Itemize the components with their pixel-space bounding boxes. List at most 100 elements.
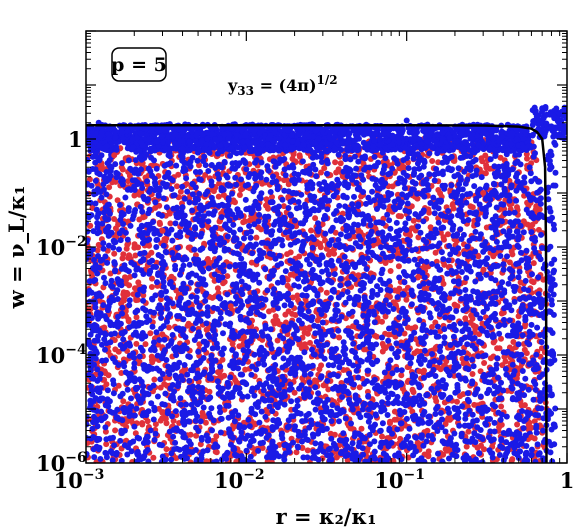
series-blue-point <box>438 211 444 218</box>
series-blue-point <box>493 238 500 245</box>
series-blue-point <box>298 320 305 327</box>
series-blue-point <box>151 157 157 164</box>
series-red-point <box>132 285 138 292</box>
series-blue-point <box>143 313 150 320</box>
series-red-point <box>233 379 240 386</box>
series-blue-point <box>475 433 481 440</box>
series-blue-point <box>532 175 539 182</box>
series-red-point <box>202 419 209 426</box>
series-blue-point <box>342 345 349 352</box>
series-blue-point <box>432 373 439 379</box>
series-red-point <box>414 348 421 355</box>
series-red-point <box>468 312 475 319</box>
series-blue-point <box>98 194 105 201</box>
series-blue-point <box>94 230 101 237</box>
series-blue-point <box>323 197 330 204</box>
series-blue-point <box>457 320 464 327</box>
series-red-point <box>497 154 504 161</box>
series-blue-point <box>162 390 169 397</box>
series-blue-point <box>156 337 163 343</box>
series-blue-point <box>208 405 215 412</box>
series-red-point <box>387 418 393 425</box>
series-blue-point <box>492 403 499 410</box>
series-blue-point <box>500 266 507 273</box>
series-blue-point <box>193 298 200 305</box>
series-blue-point <box>312 166 319 173</box>
series-blue-point <box>432 411 439 417</box>
series-blue-point <box>378 244 384 251</box>
series-red-point <box>530 260 537 267</box>
series-blue-point <box>456 207 463 213</box>
series-blue-point <box>256 419 263 426</box>
series-blue-point <box>159 401 166 408</box>
series-blue-point <box>370 237 377 244</box>
series-blue-point <box>295 199 302 205</box>
series-blue-point <box>306 284 313 291</box>
series-red-point <box>119 166 126 173</box>
series-blue-point <box>427 200 434 206</box>
series-blue-point <box>500 261 507 268</box>
series-blue-point <box>509 361 516 368</box>
series-red-point <box>454 398 460 405</box>
series-red-point <box>124 291 131 298</box>
series-red-point <box>94 247 101 254</box>
series-blue-point <box>538 231 544 238</box>
series-blue-point <box>249 250 256 257</box>
series-blue-point <box>279 196 286 203</box>
series-red-point <box>163 420 170 427</box>
series-blue-point <box>230 288 237 294</box>
series-red-point <box>379 348 386 355</box>
series-blue-point <box>382 297 389 304</box>
series-red-point <box>524 221 531 228</box>
series-blue-point <box>416 317 423 324</box>
series-blue-point <box>547 243 554 250</box>
series-blue-point <box>393 340 400 347</box>
series-red-point <box>95 241 102 248</box>
series-blue-point <box>512 284 519 290</box>
series-blue-point <box>132 207 139 213</box>
series-blue-point <box>187 279 194 286</box>
series-blue-point <box>398 420 405 427</box>
series-red-point <box>318 362 325 369</box>
series-blue-point <box>366 441 373 448</box>
series-blue-point <box>457 226 464 233</box>
series-blue-point <box>306 379 313 386</box>
series-red-point <box>132 252 139 259</box>
series-blue-point <box>430 194 437 201</box>
series-blue-point <box>299 158 306 165</box>
series-blue-point <box>91 454 98 461</box>
series-blue-point <box>404 200 411 207</box>
series-blue-point <box>261 361 268 368</box>
series-blue-point <box>319 268 325 275</box>
series-red-point <box>284 251 291 258</box>
series-blue-point <box>504 332 511 339</box>
series-blue-point <box>355 374 362 381</box>
series-red-point <box>521 346 528 353</box>
series-blue-point <box>394 294 401 300</box>
series-red-point <box>133 297 140 304</box>
series-blue-point <box>217 315 224 322</box>
series-blue-point <box>367 222 374 229</box>
series-blue-point <box>92 200 99 207</box>
series-blue-point <box>337 282 344 289</box>
series-blue-point <box>515 260 522 267</box>
series-blue-point <box>496 452 503 458</box>
series-blue-point <box>515 236 522 243</box>
series-blue-point <box>218 214 225 221</box>
series-blue-point <box>259 396 266 402</box>
series-blue-point <box>421 347 428 354</box>
series-red-point <box>215 193 222 200</box>
series-blue-point <box>241 235 247 242</box>
series-blue-point <box>315 390 322 397</box>
series-blue-point <box>405 215 412 222</box>
series-blue-point <box>426 150 433 157</box>
series-blue-point <box>181 195 188 202</box>
series-blue-point <box>484 390 491 397</box>
series-blue-point <box>365 418 372 425</box>
series-blue-point <box>463 355 470 362</box>
series-blue-point <box>216 175 222 182</box>
series-blue-point <box>445 396 452 402</box>
series-red-point <box>131 192 138 199</box>
series-red-point <box>151 376 158 383</box>
series-red-point <box>121 297 127 304</box>
